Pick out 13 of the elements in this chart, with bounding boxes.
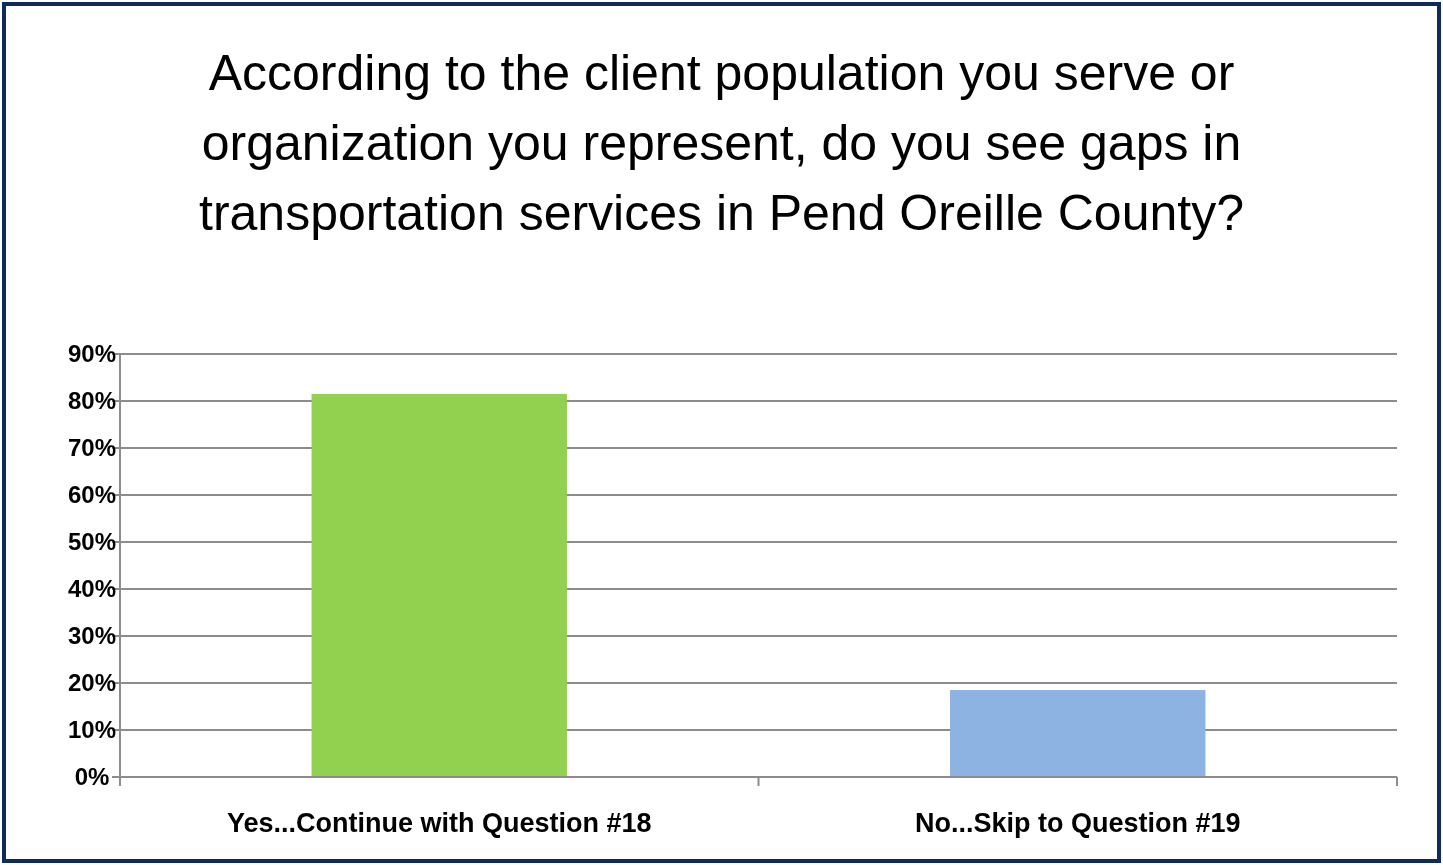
y-tick-label: 30% — [67, 622, 117, 650]
y-tick-label: 10% — [67, 716, 117, 744]
y-tick-label: 50% — [67, 528, 117, 556]
y-tick-label: 90% — [67, 340, 117, 368]
x-tick-label: Yes...Continue with Question #18 — [226, 808, 652, 838]
y-tick-label: 40% — [67, 575, 117, 603]
y-tick-label: 0% — [74, 763, 110, 791]
y-tick-label: 70% — [67, 434, 117, 462]
x-tick-label: No...Skip to Question #19 — [914, 808, 1241, 838]
y-tick-label: 60% — [67, 481, 117, 509]
y-tick-label: 20% — [67, 669, 117, 697]
y-tick-label: 80% — [67, 387, 117, 415]
chart-title: According to the client population you serve or organization you represent, do you see gaps in transportation services in Pend Oreille County? — [199, 45, 1244, 241]
